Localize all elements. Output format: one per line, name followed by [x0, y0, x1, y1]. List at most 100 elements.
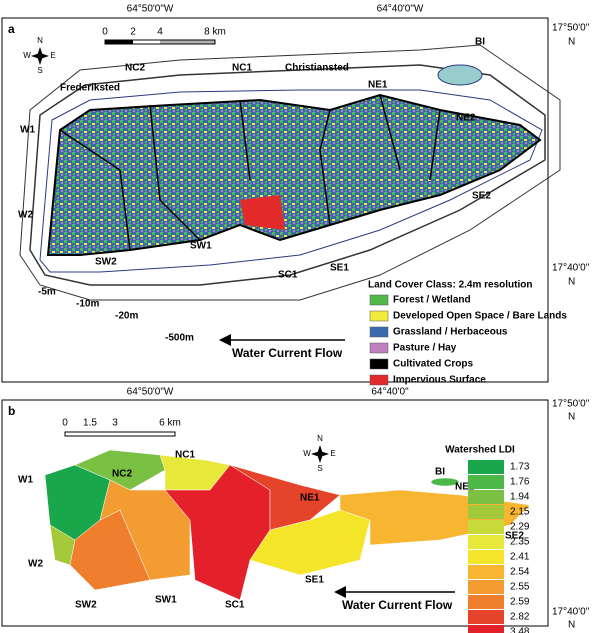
place-label: NE1	[300, 493, 320, 504]
place-label: W1	[18, 475, 33, 486]
legend-swatch	[468, 610, 504, 624]
place-label: SW1	[190, 241, 212, 252]
flow: Water Current Flow	[334, 586, 455, 612]
place-label: SC1	[278, 270, 298, 281]
legend-label: 1.76	[510, 477, 530, 488]
lon-label: 64°50'0"W	[127, 4, 174, 15]
compass-label: W	[23, 51, 31, 60]
place-label: NE2	[455, 482, 475, 493]
legend-label: 2.54	[510, 567, 530, 578]
legend-swatch	[468, 535, 504, 549]
impervious-area	[240, 195, 285, 230]
legend-swatch	[468, 475, 504, 489]
legend-swatch	[369, 374, 389, 386]
scale-label: 2	[130, 27, 136, 38]
place-label: NE1	[368, 80, 388, 91]
buck-island	[437, 64, 483, 86]
lat-label: N	[568, 37, 575, 48]
place-label: Christiansted	[285, 63, 349, 74]
place-label: W2	[28, 559, 43, 570]
watersheds	[44, 449, 531, 601]
compass-label: E	[330, 449, 335, 458]
depth-label: -500m	[165, 333, 194, 344]
compass: N S E W	[23, 36, 55, 75]
lat-label: 17°50'0"	[552, 23, 590, 34]
lat-label: N	[568, 620, 575, 631]
scale-label: 3	[112, 418, 118, 429]
scale-bar: 0 2 4 8 km	[102, 27, 226, 45]
place-label: NC1	[232, 63, 252, 74]
place-label: W1	[20, 125, 35, 136]
watershed-boundary	[59, 94, 441, 251]
panel-label: b	[8, 404, 15, 418]
lon-label: 64°40'0"	[371, 387, 409, 398]
legend-label: Developed Open Space / Bare Lands	[393, 311, 567, 322]
lon-label: 64°50'0"W	[127, 387, 174, 398]
contour	[29, 64, 546, 286]
legend-label: 2.55	[510, 582, 530, 593]
flow-label: Water Current Flow	[232, 346, 343, 360]
place-label: SW1	[155, 595, 177, 606]
legend-swatch	[468, 505, 504, 519]
compass-label: W	[303, 449, 311, 458]
place-label: SW2	[95, 257, 117, 268]
panel-a: 64°50'0"W 64°40'0"W 17°50'0" N 17°40'0" …	[1, 4, 590, 386]
legend-swatch	[369, 326, 389, 338]
place-label: SE1	[330, 263, 349, 274]
place-label: SC1	[225, 600, 245, 611]
island	[46, 93, 542, 256]
lat-label: N	[568, 412, 575, 423]
scale-label: 1.5	[83, 418, 97, 429]
legend-swatch	[369, 310, 389, 322]
flow: Water Current Flow	[219, 334, 345, 360]
legend-title: Watershed LDI	[445, 445, 515, 456]
place-label: W2	[18, 210, 33, 221]
legend-label: Pasture / Hay	[393, 343, 457, 354]
compass-label: S	[317, 464, 322, 473]
scale-label: 6 km	[159, 418, 181, 429]
legend-swatch	[468, 580, 504, 594]
legend-title: Land Cover Class: 2.4m resolution	[368, 280, 533, 291]
depth-label: -5m	[38, 287, 56, 298]
place-label: SW2	[75, 600, 97, 611]
legend-label: Impervious Surface	[393, 375, 486, 386]
legend-label: 2.59	[510, 597, 530, 608]
scale-label: 8 km	[204, 27, 226, 38]
lat-label: N	[568, 277, 575, 288]
lat-label: 17°40'0"	[552, 607, 590, 618]
legend-label: Grassland / Herbaceous	[393, 327, 508, 338]
legend-label: 2.41	[510, 552, 530, 563]
legend-label: 2.29	[510, 522, 530, 533]
legend-swatch	[468, 625, 504, 633]
place-label: NC1	[175, 450, 195, 461]
legend-label: 2.15	[510, 507, 530, 518]
scale-bar: 0 1.5 3 6 km	[62, 418, 181, 437]
compass: N S E W	[303, 434, 335, 473]
panel-label: a	[8, 22, 15, 36]
lat-label: 17°40'0"	[552, 263, 590, 274]
contour	[39, 89, 543, 273]
place-label: SE2	[472, 191, 491, 202]
lon-label: 64°40'0"W	[377, 4, 424, 15]
legend-swatch	[468, 550, 504, 564]
place-label: NC2	[125, 63, 145, 74]
place-label: SE1	[305, 575, 324, 586]
compass-label: N	[37, 36, 43, 45]
legend-label: 2.35	[510, 537, 530, 548]
depth-label: -20m	[115, 311, 138, 322]
legend-label: Cultivated Crops	[393, 359, 473, 370]
legend-swatch	[369, 358, 389, 370]
panel-b: 64°50'0"W 64°40'0" 17°50'0" N 17°40'0" N…	[1, 387, 590, 633]
place-label: NE2	[456, 113, 476, 124]
place-label: BI	[435, 467, 445, 478]
legend-swatch	[369, 342, 389, 354]
legend-swatch	[468, 520, 504, 534]
legend-swatch	[468, 490, 504, 504]
place-label: BI	[475, 37, 485, 48]
compass-label: S	[37, 66, 42, 75]
scale-label: 0	[62, 418, 68, 429]
compass-label: E	[50, 51, 55, 60]
legend-label: 1.73	[510, 462, 530, 473]
legend-swatch	[468, 460, 504, 474]
